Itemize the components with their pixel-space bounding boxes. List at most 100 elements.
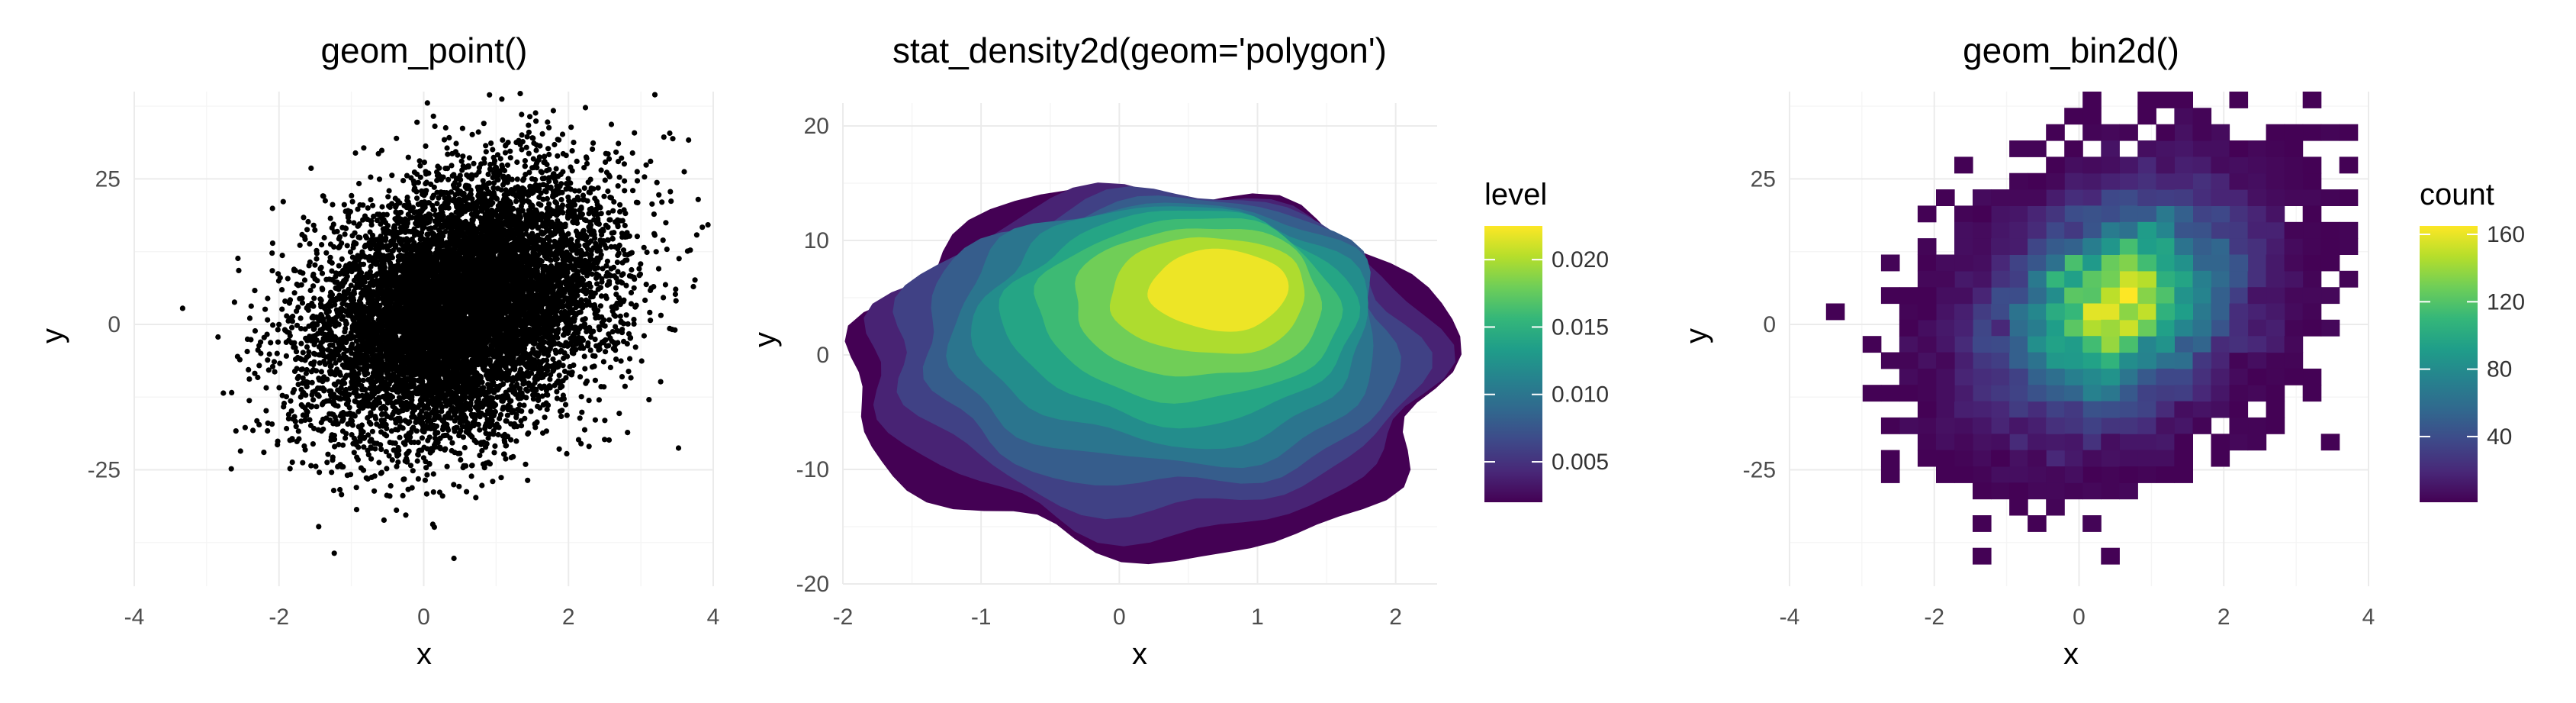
scatter-point (410, 468, 416, 474)
scatter-point (581, 353, 587, 360)
scatter-point (603, 159, 609, 165)
scatter-point (295, 428, 301, 434)
scatter-point (246, 398, 252, 404)
scatter-point (248, 337, 254, 343)
scatter-point (648, 158, 654, 164)
scatter-point (651, 92, 658, 98)
scatter-point (346, 218, 352, 224)
scatter-point (603, 169, 610, 176)
scatter-point (627, 356, 633, 362)
scatter-point (555, 137, 561, 143)
scatter-point (614, 260, 621, 266)
scatter-point (265, 420, 271, 427)
scatter-point (348, 282, 354, 289)
scatter-point (578, 440, 584, 447)
scatter-point (607, 364, 614, 370)
scatter-point (634, 234, 641, 240)
scatter-point (351, 220, 357, 226)
scatter-point (269, 421, 275, 427)
scatter-point (654, 179, 660, 185)
scatter-point (571, 140, 577, 146)
scatter-point (622, 222, 628, 229)
scatter-point (641, 244, 647, 250)
scatter-point (252, 370, 258, 376)
scatter-point (526, 150, 532, 156)
scatter-point (632, 344, 638, 350)
scatter-point (648, 318, 654, 324)
scatter-point (512, 366, 518, 372)
scatter-point (568, 124, 574, 131)
scatter-point (655, 266, 662, 272)
scatter-point (616, 174, 622, 180)
scatter-point (304, 337, 310, 343)
scatter-point (477, 427, 483, 433)
scatter-point (530, 396, 537, 402)
scatter-point (542, 153, 548, 160)
scatter-point (270, 322, 276, 328)
scatter-point (464, 489, 470, 495)
scatter-point (324, 460, 330, 466)
scatter-point (611, 340, 617, 346)
scatter-point (684, 248, 691, 254)
scatter-point (613, 324, 619, 330)
scatter-point (276, 385, 282, 391)
scatter-point (295, 382, 301, 388)
scatter-point (605, 151, 611, 157)
scatter-point (341, 202, 347, 208)
scatter-point (522, 163, 529, 169)
scatter-point (575, 437, 582, 443)
scatter-point (355, 223, 361, 229)
scatter-point (526, 122, 532, 128)
scatter-point (588, 334, 594, 340)
scatter-point (606, 331, 612, 337)
scatter-point (368, 197, 374, 203)
scatter-point (615, 159, 622, 165)
scatter-point (272, 369, 278, 375)
scatter-point (692, 277, 698, 283)
scatter-point (606, 217, 613, 223)
scatter-point (695, 196, 701, 202)
scatter-point (533, 147, 539, 153)
scatter-point (263, 408, 269, 414)
scatter-point (407, 463, 414, 469)
scatter-point (541, 350, 547, 356)
scatter-point (269, 268, 275, 274)
scatter-point (330, 457, 336, 463)
scatter-point (294, 322, 301, 328)
scatter-point (625, 430, 631, 436)
scatter-point (608, 266, 614, 272)
scatter-point (457, 450, 463, 456)
scatter-point (220, 390, 227, 396)
scatter-point (361, 145, 367, 151)
scatter-point (236, 356, 243, 363)
scatter-point (445, 205, 452, 211)
scatter-point (599, 232, 605, 238)
scatter-point (500, 182, 507, 188)
scatter-point (598, 211, 604, 217)
scatter-point (309, 314, 315, 321)
scatter-point (503, 443, 510, 449)
scatter-point (544, 182, 550, 189)
scatter-point (491, 450, 497, 456)
scatter-point (308, 165, 314, 171)
scatter-point (525, 431, 531, 437)
scatter-point (608, 243, 614, 250)
scatter-point (365, 205, 371, 211)
scatter-point (622, 188, 628, 194)
scatter-point (394, 507, 400, 514)
scatter-point (409, 414, 415, 420)
scatter-point (628, 289, 635, 296)
scatter-point (649, 201, 655, 207)
scatter-point (297, 315, 304, 321)
points-layer (179, 91, 711, 562)
scatter-point (490, 479, 496, 485)
scatter-point (606, 437, 613, 443)
scatter-point (389, 457, 395, 463)
scatter-point (342, 231, 348, 237)
scatter-point (275, 442, 281, 448)
scatter-point (457, 173, 463, 179)
scatter-point (339, 442, 346, 448)
scatter-point (606, 317, 613, 323)
